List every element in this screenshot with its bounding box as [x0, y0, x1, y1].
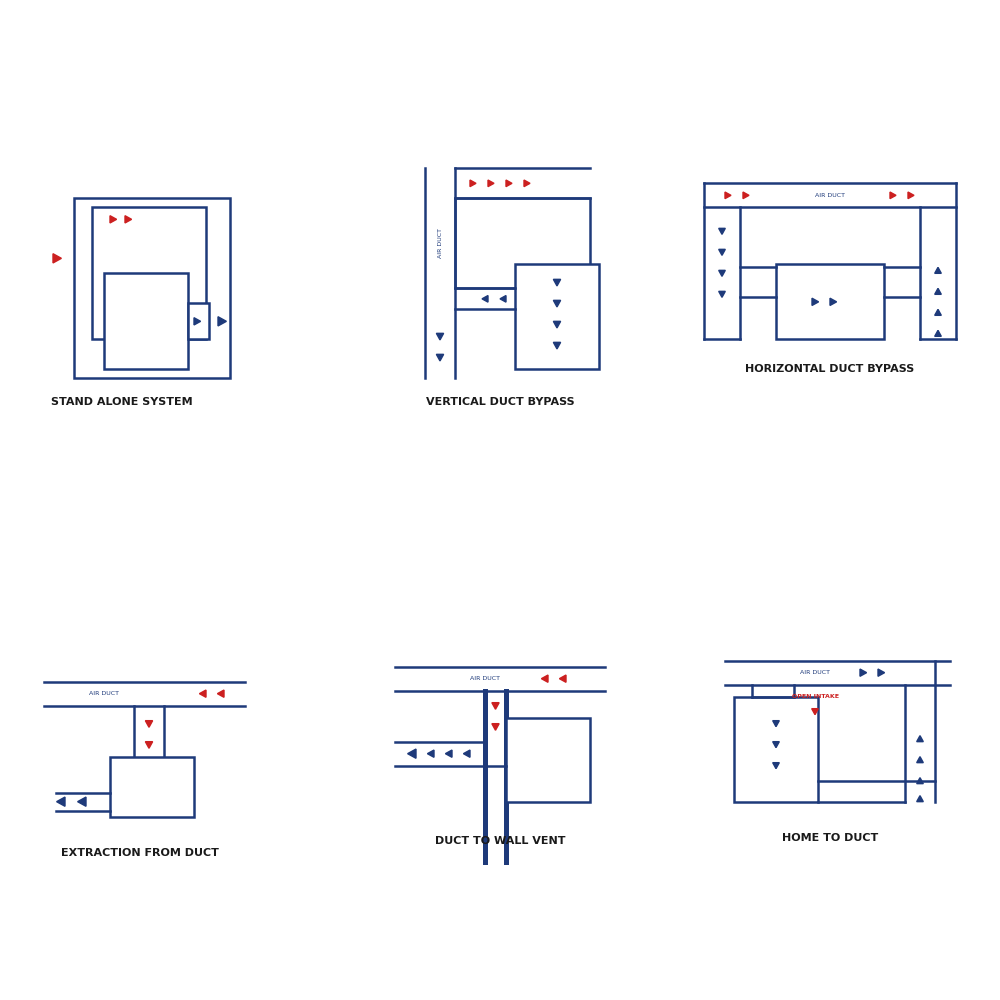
Polygon shape: [482, 296, 488, 302]
Bar: [104, 273, 188, 369]
Polygon shape: [908, 192, 914, 199]
Polygon shape: [719, 228, 725, 234]
Bar: [188, 303, 209, 339]
Polygon shape: [408, 749, 416, 758]
Polygon shape: [719, 270, 725, 276]
Polygon shape: [935, 330, 941, 336]
Polygon shape: [812, 709, 818, 715]
Bar: [734, 697, 818, 802]
Polygon shape: [53, 254, 61, 263]
Polygon shape: [812, 298, 819, 305]
Polygon shape: [541, 675, 548, 682]
Polygon shape: [427, 750, 434, 757]
Bar: [455, 198, 590, 288]
Polygon shape: [470, 180, 476, 187]
Polygon shape: [917, 778, 923, 784]
Polygon shape: [217, 690, 224, 697]
Polygon shape: [553, 300, 561, 307]
Polygon shape: [773, 742, 779, 748]
Polygon shape: [559, 675, 566, 682]
Text: HOME TO DUCT: HOME TO DUCT: [782, 833, 878, 843]
Text: AIR DUCT: AIR DUCT: [800, 670, 830, 675]
Polygon shape: [436, 333, 444, 340]
Polygon shape: [935, 267, 941, 273]
Text: OPEN INTAKE: OPEN INTAKE: [792, 694, 838, 699]
Polygon shape: [917, 796, 923, 802]
Text: EXTRACTION FROM DUCT: EXTRACTION FROM DUCT: [61, 848, 219, 858]
Polygon shape: [719, 291, 725, 297]
Polygon shape: [917, 736, 923, 742]
Text: VERTICAL DUCT BYPASS: VERTICAL DUCT BYPASS: [426, 397, 574, 407]
Polygon shape: [773, 721, 779, 727]
Polygon shape: [524, 180, 530, 187]
Polygon shape: [145, 721, 153, 727]
Polygon shape: [194, 318, 201, 325]
Bar: [92, 207, 206, 339]
Polygon shape: [492, 724, 499, 730]
Polygon shape: [773, 763, 779, 769]
Text: STAND ALONE SYSTEM: STAND ALONE SYSTEM: [51, 397, 193, 407]
Polygon shape: [830, 298, 837, 305]
Text: AIR DUCT: AIR DUCT: [89, 691, 119, 696]
Polygon shape: [57, 797, 65, 806]
Polygon shape: [725, 192, 731, 199]
Bar: [506, 718, 590, 802]
Text: AIR DUCT: AIR DUCT: [815, 193, 845, 198]
Polygon shape: [488, 180, 494, 187]
Polygon shape: [553, 321, 561, 328]
Polygon shape: [463, 750, 470, 757]
Polygon shape: [445, 750, 452, 757]
Polygon shape: [110, 216, 117, 223]
Polygon shape: [492, 703, 499, 709]
Polygon shape: [436, 354, 444, 361]
Polygon shape: [935, 309, 941, 315]
Text: AIR DUCT: AIR DUCT: [470, 676, 500, 681]
Bar: [776, 264, 884, 339]
Polygon shape: [553, 342, 561, 349]
Polygon shape: [78, 797, 86, 806]
Polygon shape: [890, 192, 896, 199]
Polygon shape: [743, 192, 749, 199]
Polygon shape: [145, 742, 153, 748]
Polygon shape: [125, 216, 132, 223]
Polygon shape: [199, 690, 206, 697]
Text: AIR DUCT: AIR DUCT: [438, 228, 442, 258]
Text: DUCT TO WALL VENT: DUCT TO WALL VENT: [435, 836, 565, 846]
Bar: [110, 757, 194, 817]
Polygon shape: [917, 757, 923, 763]
Polygon shape: [553, 279, 561, 286]
Polygon shape: [506, 180, 512, 187]
Bar: [515, 264, 599, 369]
Polygon shape: [719, 249, 725, 255]
Bar: [74, 198, 230, 378]
Polygon shape: [500, 296, 506, 302]
Text: HORIZONTAL DUCT BYPASS: HORIZONTAL DUCT BYPASS: [745, 364, 915, 374]
Polygon shape: [878, 669, 885, 676]
Polygon shape: [218, 317, 226, 326]
Polygon shape: [935, 288, 941, 294]
Polygon shape: [860, 669, 867, 676]
